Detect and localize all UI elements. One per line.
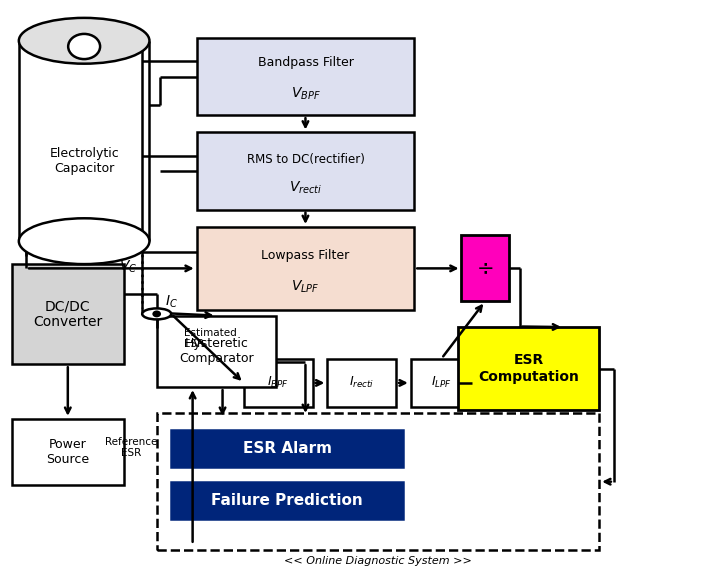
Text: $V_{LPF}$: $V_{LPF}$ — [292, 278, 320, 295]
Text: << Online Diagnostic System >>: << Online Diagnostic System >> — [284, 556, 472, 566]
Text: Hysteretic
Comparator: Hysteretic Comparator — [180, 338, 254, 366]
Text: Lowpass Filter: Lowpass Filter — [261, 250, 350, 262]
FancyBboxPatch shape — [196, 38, 414, 115]
Circle shape — [68, 34, 100, 59]
Text: $I_C$: $I_C$ — [165, 293, 177, 309]
Text: Reference
ESR: Reference ESR — [105, 437, 158, 458]
Text: ESR Alarm: ESR Alarm — [243, 441, 332, 456]
Text: Failure Prediction: Failure Prediction — [212, 493, 364, 508]
FancyBboxPatch shape — [327, 359, 396, 407]
Ellipse shape — [142, 308, 172, 319]
Ellipse shape — [19, 218, 150, 264]
Text: $V_{BPF}$: $V_{BPF}$ — [291, 86, 321, 102]
Text: Power
Source: Power Source — [47, 437, 89, 466]
FancyBboxPatch shape — [196, 133, 414, 210]
FancyBboxPatch shape — [244, 359, 313, 407]
Text: Electrolytic
Capacitor: Electrolytic Capacitor — [49, 147, 119, 175]
Text: $V_{recti}$: $V_{recti}$ — [289, 180, 322, 196]
Text: $\div$: $\div$ — [476, 258, 494, 278]
Text: $I_{recti}$: $I_{recti}$ — [349, 375, 374, 390]
FancyBboxPatch shape — [12, 264, 124, 364]
FancyBboxPatch shape — [196, 227, 414, 310]
Text: ESR
Computation: ESR Computation — [478, 354, 579, 383]
Text: Bandpass Filter: Bandpass Filter — [257, 56, 353, 69]
Text: $V_C$: $V_C$ — [119, 259, 137, 275]
Text: DC/DC
Converter: DC/DC Converter — [33, 299, 103, 329]
Text: RMS to DC(rectifier): RMS to DC(rectifier) — [246, 153, 364, 166]
FancyBboxPatch shape — [411, 359, 473, 407]
FancyBboxPatch shape — [172, 482, 403, 519]
FancyBboxPatch shape — [462, 235, 509, 301]
FancyBboxPatch shape — [157, 413, 599, 550]
Text: $I_{BPF}$: $I_{BPF}$ — [268, 375, 289, 390]
Circle shape — [153, 311, 161, 317]
FancyBboxPatch shape — [12, 418, 124, 484]
Ellipse shape — [19, 18, 150, 64]
FancyBboxPatch shape — [458, 327, 599, 410]
FancyBboxPatch shape — [172, 430, 403, 467]
Text: $I_{LPF}$: $I_{LPF}$ — [431, 375, 452, 390]
Text: Estimated
ESR: Estimated ESR — [184, 328, 237, 350]
FancyBboxPatch shape — [157, 316, 276, 387]
